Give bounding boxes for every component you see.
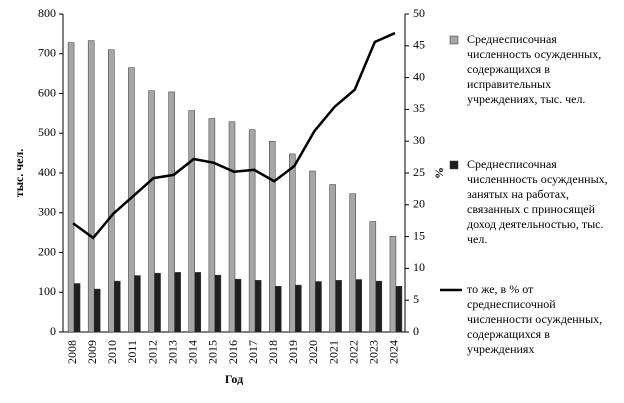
bar — [87, 40, 95, 333]
bar — [214, 274, 222, 333]
y2-tick-label: 35 — [413, 101, 425, 115]
y-tick-label: 700 — [38, 46, 56, 60]
y2-tick-label: 5 — [413, 292, 419, 306]
x-tick-label: 2008 — [65, 340, 79, 364]
bar — [194, 272, 202, 333]
bar — [114, 280, 121, 333]
x-tick-label: 2023 — [367, 340, 381, 364]
legend-text: то же, в % от среднесписочной численност… — [467, 282, 603, 356]
y2-tick-label: 20 — [413, 197, 425, 211]
legend-text: Среднесписочная численнность осужденных,… — [467, 157, 608, 246]
y2-tick-label: 0 — [413, 324, 419, 338]
bar — [309, 170, 316, 333]
legend-text: Среднесписочная численность осужденных, … — [467, 32, 602, 106]
bar — [254, 280, 262, 333]
y-tick-label: 400 — [38, 165, 56, 179]
bar — [67, 42, 75, 333]
bar — [108, 49, 115, 333]
bar — [248, 129, 256, 333]
bar — [134, 275, 141, 333]
legend-key — [449, 160, 459, 170]
bar — [154, 272, 161, 333]
bar — [295, 284, 302, 333]
x-tick-label: 2012 — [145, 340, 159, 364]
x-tick-label: 2013 — [165, 340, 179, 364]
bar — [93, 288, 101, 333]
x-tick-label: 2017 — [246, 340, 260, 364]
bar — [208, 118, 216, 333]
x-tick-label: 2009 — [85, 340, 99, 364]
bar — [389, 235, 397, 333]
y-tick-label: 300 — [38, 205, 56, 219]
bar — [335, 280, 342, 333]
bar — [274, 286, 282, 333]
y2-tick-label: 45 — [413, 38, 425, 52]
x-axis-label: Год — [225, 372, 243, 386]
x-tick-label: 2024 — [387, 340, 401, 364]
y-axis-label: тыс. чел. — [12, 149, 26, 197]
y-tick-label: 800 — [38, 6, 56, 20]
x-tick-label: 2014 — [186, 340, 200, 364]
y2-tick-label: 30 — [413, 133, 425, 147]
bar — [329, 184, 336, 333]
y2-tick-label: 15 — [413, 228, 425, 242]
x-tick-label: 2019 — [286, 340, 300, 364]
bar — [228, 121, 236, 333]
bar — [174, 272, 181, 333]
x-tick-label: 2011 — [125, 340, 139, 364]
y2-tick-label: 25 — [413, 165, 425, 179]
y2-tick-label: 50 — [413, 6, 425, 20]
x-tick-label: 2018 — [266, 340, 280, 364]
x-tick-label: 2016 — [226, 340, 240, 364]
y-tick-label: 0 — [50, 324, 56, 338]
y2-axis-label: % — [432, 167, 446, 179]
bar — [268, 140, 276, 333]
y2-tick-label: 10 — [413, 260, 425, 274]
legend-key — [449, 35, 459, 45]
y-tick-label: 600 — [38, 85, 56, 99]
bar — [315, 281, 322, 333]
y-tick-label: 500 — [38, 125, 56, 139]
y-tick-label: 200 — [38, 244, 56, 258]
bar — [73, 283, 81, 333]
bar — [289, 153, 296, 333]
bar — [375, 280, 383, 333]
bar — [168, 91, 175, 333]
bar — [369, 221, 377, 333]
line — [72, 31, 396, 240]
x-tick-label: 2020 — [306, 340, 320, 364]
bar — [395, 286, 403, 333]
x-tick-label: 2021 — [326, 340, 340, 364]
x-tick-label: 2015 — [206, 340, 220, 364]
x-tick-label: 2022 — [346, 340, 360, 364]
y2-tick-label: 40 — [413, 69, 425, 83]
bar — [188, 110, 196, 333]
bar — [349, 193, 356, 333]
bar — [355, 279, 362, 333]
y-tick-label: 100 — [38, 284, 56, 298]
bar — [234, 278, 242, 333]
x-tick-label: 2010 — [105, 340, 119, 364]
bar — [148, 90, 155, 333]
